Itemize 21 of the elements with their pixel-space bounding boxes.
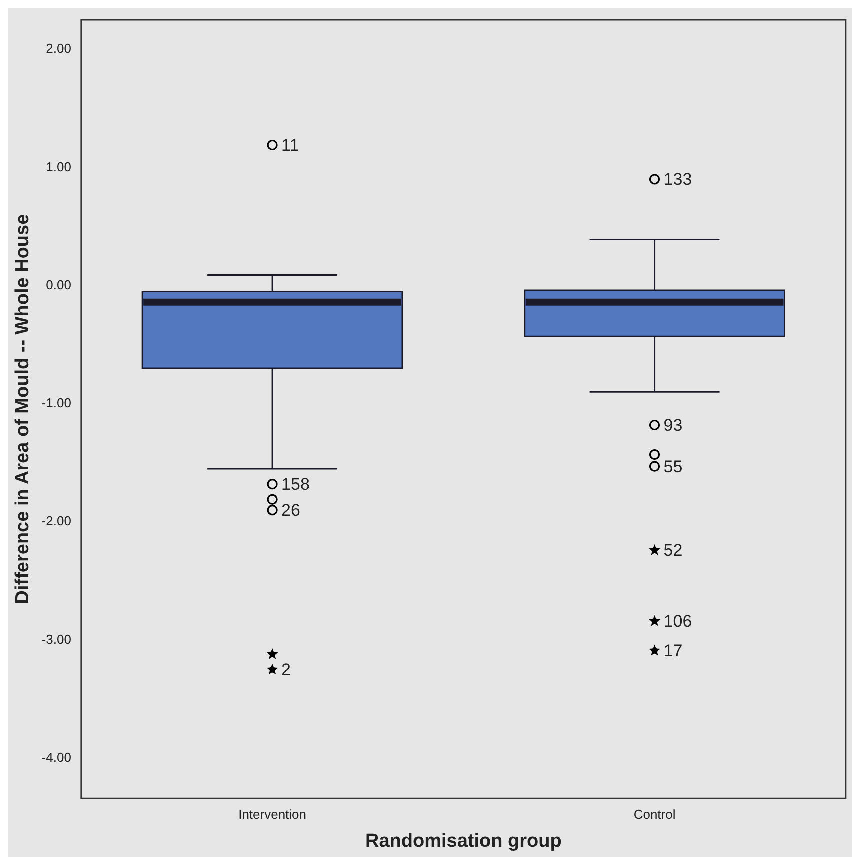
y-axis-title: Difference in Area of Mould -- Whole House: [12, 214, 34, 604]
annotation: 106: [664, 612, 692, 632]
annotation: 52: [664, 541, 683, 560]
annotation: 55: [664, 457, 683, 476]
x-tick-label: Intervention: [238, 806, 307, 822]
y-tick-label: 2.00: [46, 41, 72, 56]
x-axis-title: Randomisation group: [366, 830, 562, 852]
y-tick-label: 1.00: [46, 159, 72, 174]
annotation: 133: [664, 170, 692, 190]
annotation: 17: [664, 642, 683, 661]
annotation: 11: [282, 136, 300, 155]
y-tick-label: -1.00: [42, 396, 72, 411]
annotation: 93: [664, 416, 683, 435]
annotation: 26: [282, 501, 300, 520]
annotation: 2: [282, 660, 292, 680]
x-tick-label: Control: [634, 806, 676, 822]
y-tick-label: -2.00: [42, 514, 72, 529]
annotation: 158: [282, 475, 310, 494]
y-tick-label: 0.00: [46, 277, 72, 292]
y-tick-label: -4.00: [42, 750, 72, 766]
y-tick-label: -3.00: [42, 632, 72, 647]
